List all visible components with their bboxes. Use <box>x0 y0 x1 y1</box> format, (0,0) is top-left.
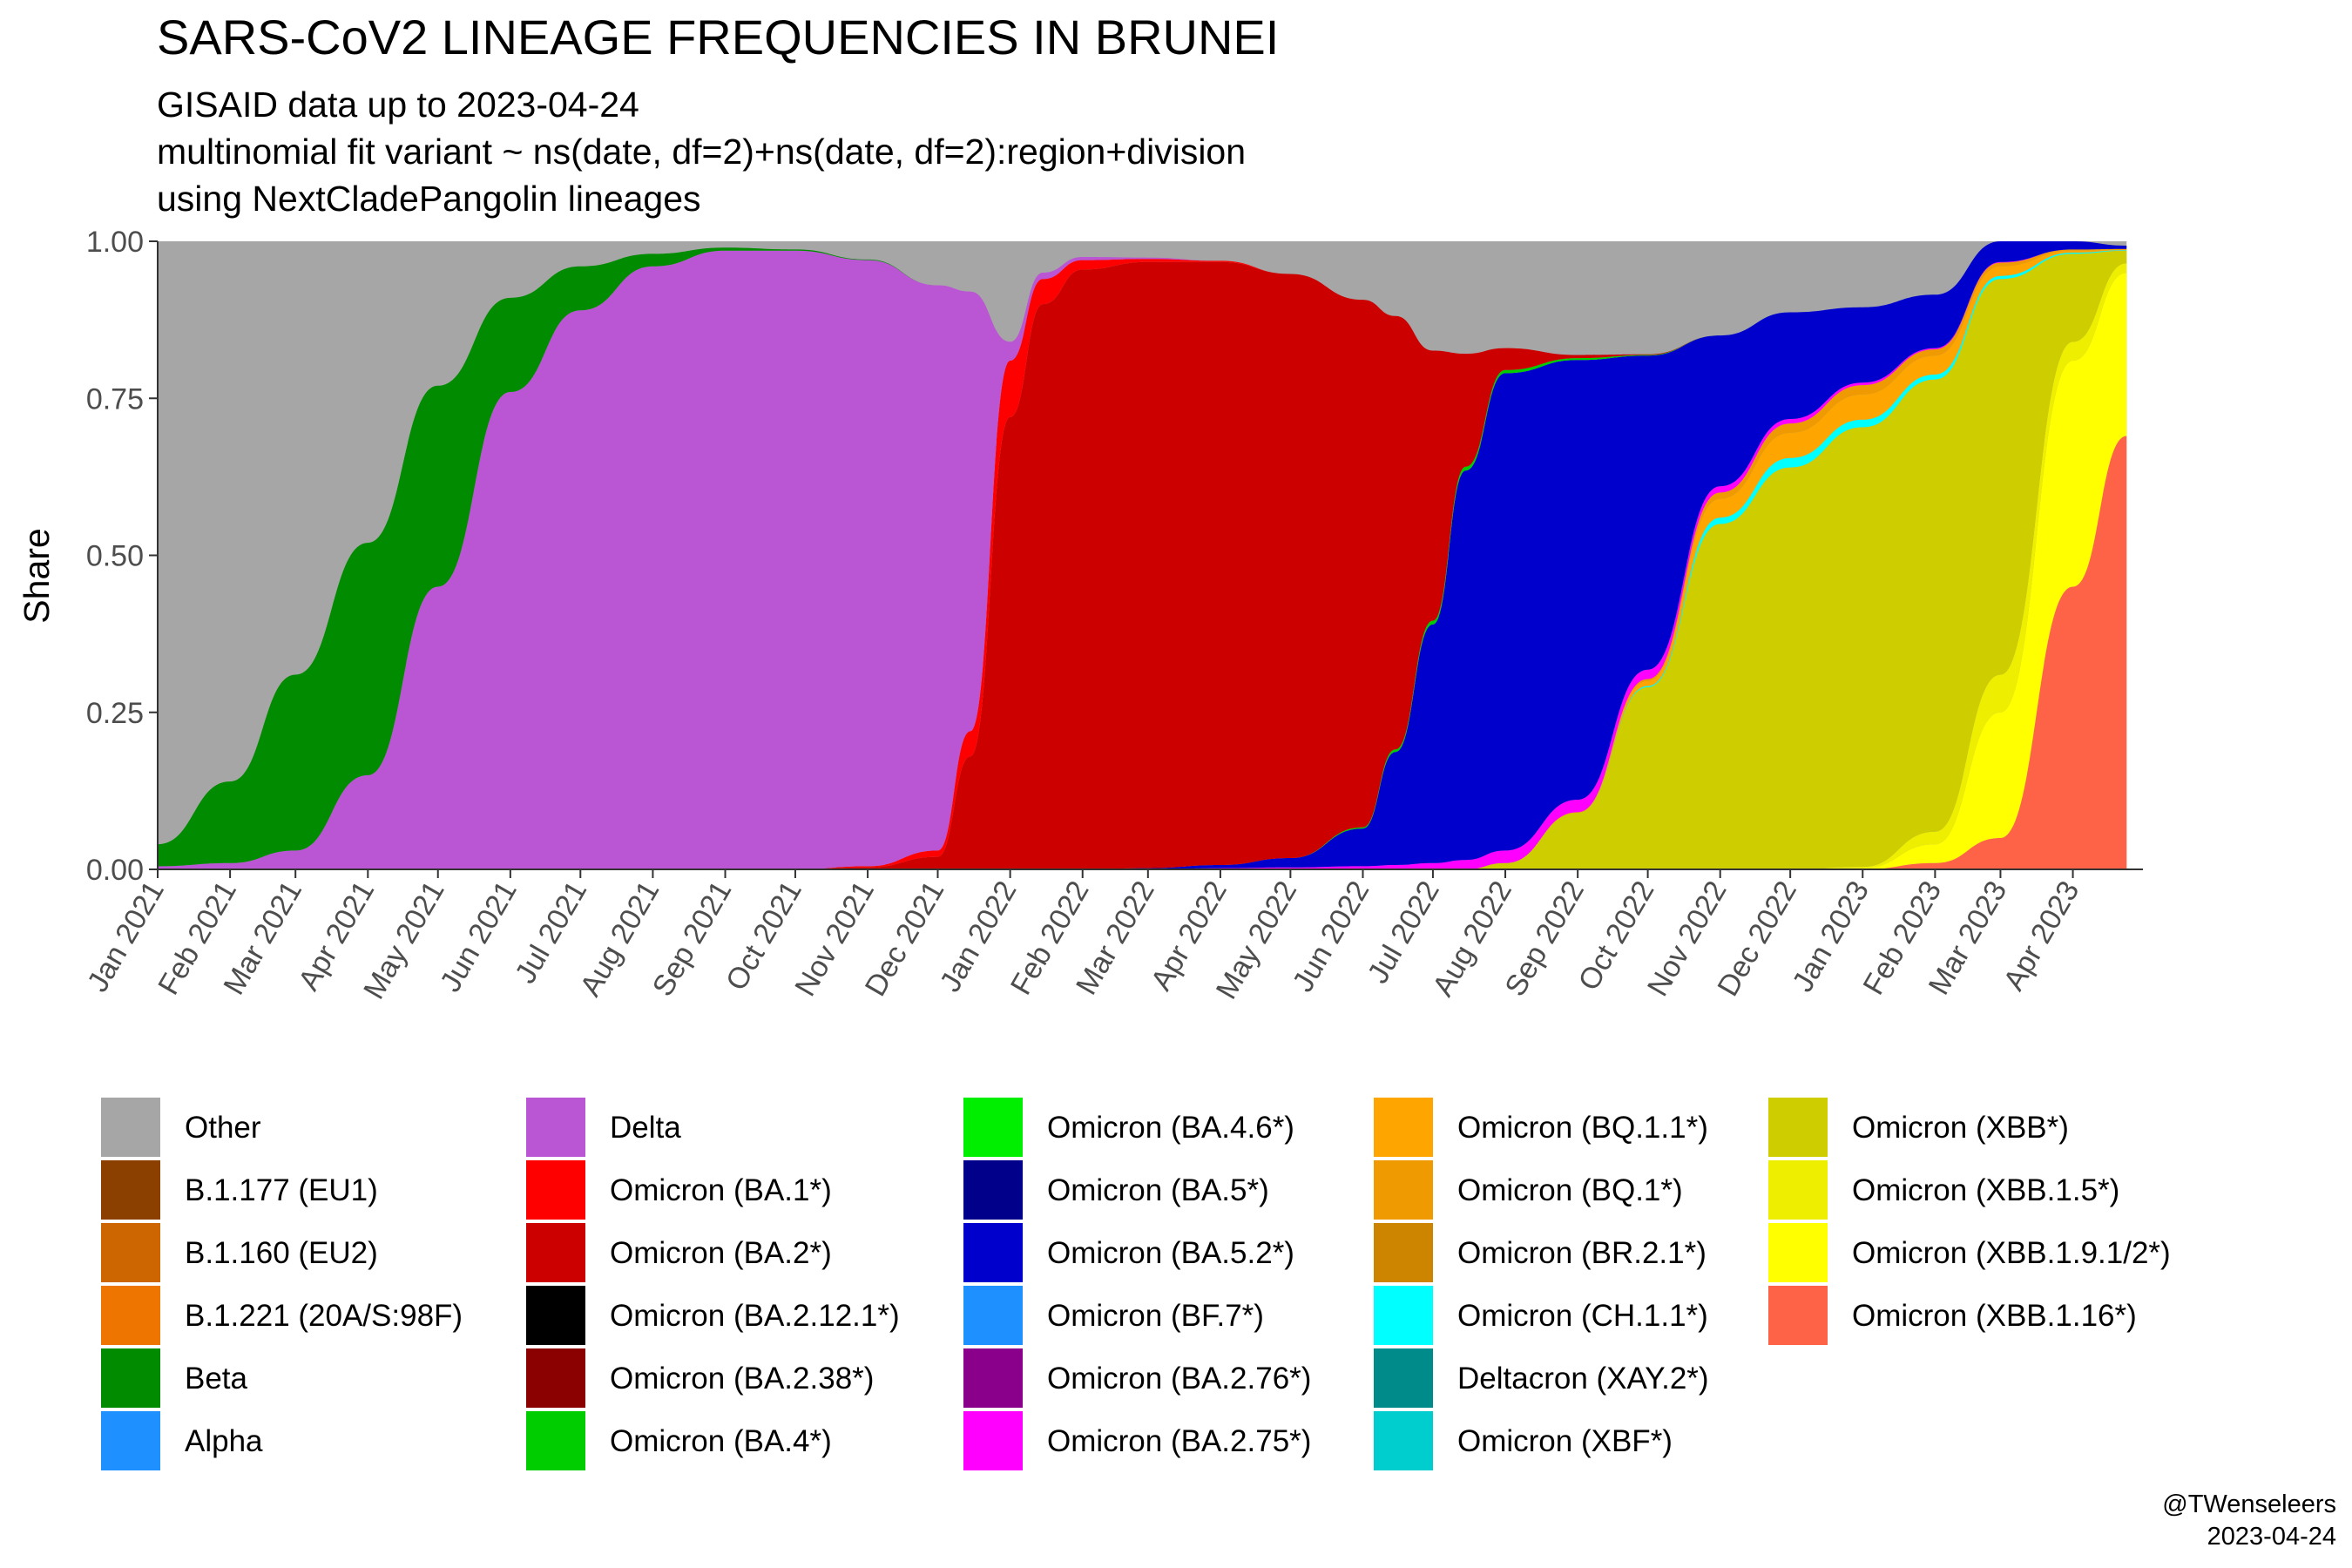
legend-label-omicron-xbf: Omicron (XBF*) <box>1457 1424 1673 1458</box>
legend-label-omicron-xbb-1-5: Omicron (XBB.1.5*) <box>1852 1173 2119 1207</box>
legend-swatch-omicron-xbb <box>1768 1098 1828 1157</box>
area-omicron-xbb <box>158 250 2127 869</box>
legend-swatch-delta <box>526 1098 585 1157</box>
legend-swatch-omicron-bq-1 <box>1374 1160 1433 1220</box>
area-delta <box>158 241 2127 869</box>
legend-label-other: Other <box>185 1111 261 1145</box>
legend-label-beta: Beta <box>185 1362 248 1396</box>
legend: Other B.1.177 (EU1) B.1.160 (EU2) B.1.221 (… <box>101 1098 2171 1470</box>
legend-label-omicron-xbb-1-16: Omicron (XBB.1.16*) <box>1852 1299 2137 1333</box>
area-omicron-ba-5-2 <box>158 241 2127 869</box>
legend-label-omicron-ba-2-38: Omicron (BA.2.38*) <box>610 1362 874 1396</box>
legend-label-b-1-221-20a-s-98f: B.1.221 (20A/S:98F) <box>185 1299 463 1333</box>
legend-label-omicron-ba-2-12-1: Omicron (BA.2.12.1*) <box>610 1299 900 1333</box>
chart-subtitle-3: using NextCladePangolin lineages <box>157 179 701 219</box>
legend-swatch-b-1-160-eu2 <box>101 1223 160 1282</box>
legend-label-omicron-ba-2-75: Omicron (BA.2.75*) <box>1047 1424 1311 1458</box>
legend-label-omicron-ba-1: Omicron (BA.1*) <box>610 1173 832 1207</box>
legend-swatch-omicron-xbb-1-9-1-2 <box>1768 1223 1828 1282</box>
y-tick-label: 0.00 <box>86 854 144 887</box>
legend-swatch-omicron-ch-1-1 <box>1374 1286 1433 1345</box>
y-tick-label: 0.25 <box>86 697 144 730</box>
legend-label-delta: Delta <box>610 1111 681 1145</box>
legend-label-deltacron-xay-2: Deltacron (XAY.2*) <box>1457 1362 1709 1396</box>
legend-swatch-omicron-ba-2-38 <box>526 1348 585 1408</box>
legend-label-omicron-ba-5-2: Omicron (BA.5.2*) <box>1047 1236 1294 1270</box>
legend-label-omicron-ch-1-1: Omicron (CH.1.1*) <box>1457 1299 1708 1333</box>
legend-swatch-omicron-ba-2-12-1 <box>526 1286 585 1345</box>
legend-swatch-omicron-xbf <box>1374 1411 1433 1470</box>
legend-swatch-omicron-ba-4-6 <box>963 1098 1023 1157</box>
y-tick-label: 0.50 <box>86 540 144 573</box>
legend-swatch-omicron-ba-2-76 <box>963 1348 1023 1408</box>
legend-swatch-omicron-ba-2 <box>526 1223 585 1282</box>
legend-swatch-b-1-221-20a-s-98f <box>101 1286 160 1345</box>
legend-swatch-omicron-xbb-1-16 <box>1768 1286 1828 1345</box>
legend-swatch-omicron-bf-7 <box>963 1286 1023 1345</box>
y-tick-label: 1.00 <box>86 226 144 259</box>
area-omicron-ba-2 <box>158 241 2127 869</box>
legend-label-omicron-ba-2: Omicron (BA.2*) <box>610 1236 832 1270</box>
legend-swatch-omicron-ba-1 <box>526 1160 585 1220</box>
legend-swatch-deltacron-xay-2 <box>1374 1348 1433 1408</box>
legend-swatch-beta <box>101 1348 160 1408</box>
legend-label-omicron-bf-7: Omicron (BF.7*) <box>1047 1299 1264 1333</box>
legend-swatch-omicron-ba-4 <box>526 1411 585 1470</box>
caption-handle: @TWenseleers <box>2162 1490 2336 1518</box>
chart-title: SARS-CoV2 LINEAGE FREQUENCIES IN BRUNEI <box>157 10 1279 64</box>
legend-swatch-omicron-bq-1-1 <box>1374 1098 1433 1157</box>
legend-label-alpha: Alpha <box>185 1424 263 1458</box>
legend-label-omicron-ba-4: Omicron (BA.4*) <box>610 1424 832 1458</box>
legend-swatch-omicron-ba-5 <box>963 1160 1023 1220</box>
legend-swatch-omicron-br-2-1 <box>1374 1223 1433 1282</box>
caption-date: 2023-04-24 <box>2207 1523 2336 1551</box>
legend-swatch-omicron-ba-5-2 <box>963 1223 1023 1282</box>
plot-panel <box>158 241 2127 870</box>
legend-label-b-1-160-eu2: B.1.160 (EU2) <box>185 1236 378 1270</box>
legend-swatch-omicron-ba-2-75 <box>963 1411 1023 1470</box>
legend-label-b-1-177-eu1: B.1.177 (EU1) <box>185 1173 378 1207</box>
legend-label-omicron-br-2-1: Omicron (BR.2.1*) <box>1457 1236 1707 1270</box>
legend-swatch-alpha <box>101 1411 160 1470</box>
y-axis: 0.00 0.25 0.50 0.75 1.00 <box>86 226 159 887</box>
legend-label-omicron-bq-1-1: Omicron (BQ.1.1*) <box>1457 1111 1708 1145</box>
chart-subtitle-1: GISAID data up to 2023-04-24 <box>157 84 639 125</box>
legend-label-omicron-bq-1: Omicron (BQ.1*) <box>1457 1173 1683 1207</box>
legend-label-omicron-xbb: Omicron (XBB*) <box>1852 1111 2069 1145</box>
legend-label-omicron-xbb-1-9-1-2: Omicron (XBB.1.9.1/2*) <box>1852 1236 2171 1270</box>
legend-label-omicron-ba-5: Omicron (BA.5*) <box>1047 1173 1269 1207</box>
chart-subtitle-2: multinomial fit variant ~ ns(date, df=2)… <box>157 132 1246 172</box>
y-axis-title: Share <box>17 528 57 623</box>
legend-swatch-other <box>101 1098 160 1157</box>
legend-swatch-b-1-177-eu1 <box>101 1160 160 1220</box>
y-tick-label: 0.75 <box>86 382 144 416</box>
legend-label-omicron-ba-2-76: Omicron (BA.2.76*) <box>1047 1362 1311 1396</box>
legend-label-omicron-ba-4-6: Omicron (BA.4.6*) <box>1047 1111 1294 1145</box>
legend-swatch-omicron-xbb-1-5 <box>1768 1160 1828 1220</box>
